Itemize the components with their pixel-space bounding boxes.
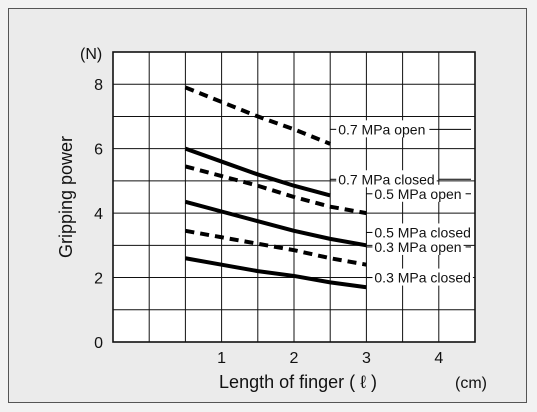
y-axis-title: Gripping power bbox=[56, 136, 76, 258]
series-label: 0.3 MPa closed bbox=[374, 270, 471, 286]
y-tick-label: 2 bbox=[94, 271, 103, 288]
x-tick-label: 2 bbox=[290, 350, 299, 367]
y-tick-labels: 0 2 4 6 8 bbox=[94, 77, 103, 352]
series-label-background bbox=[372, 268, 473, 286]
series-line-0-3-mpa-open bbox=[185, 228, 367, 267]
series-label: 0.7 MPa open bbox=[338, 121, 425, 137]
series-label-background bbox=[372, 184, 464, 202]
y-tick-label: 8 bbox=[94, 77, 103, 94]
series-line-0-5-mpa-closed bbox=[184, 199, 367, 248]
series-line-0-3-mpa-closed bbox=[185, 256, 367, 290]
y-unit-label: (N) bbox=[80, 46, 102, 63]
series-line-0-7-mpa-open bbox=[184, 85, 331, 146]
x-tick-labels: 1 2 3 4 bbox=[217, 350, 443, 367]
series-label-background bbox=[372, 237, 464, 255]
grid bbox=[113, 52, 475, 342]
series-lines bbox=[184, 85, 367, 290]
series-line-0-5-mpa-open bbox=[184, 164, 367, 216]
y-tick-label: 0 bbox=[94, 335, 103, 352]
series-label: 0.5 MPa open bbox=[374, 186, 461, 202]
label-leaders bbox=[330, 120, 473, 286]
series-label: 0.3 MPa open bbox=[374, 239, 461, 255]
y-tick-label: 4 bbox=[94, 206, 103, 223]
series-label-background bbox=[336, 120, 428, 138]
x-tick-label: 3 bbox=[362, 350, 371, 367]
series-label: 0.5 MPa closed bbox=[374, 224, 471, 240]
x-unit-label: (cm) bbox=[455, 375, 487, 392]
series-label-background bbox=[372, 223, 473, 241]
series-line-0-7-mpa-closed bbox=[184, 146, 331, 198]
series-label: 0.7 MPa closed bbox=[338, 171, 435, 187]
series-label-background bbox=[336, 170, 437, 188]
x-tick-label: 4 bbox=[434, 350, 443, 367]
plot-border bbox=[112, 51, 476, 343]
y-tick-label: 6 bbox=[94, 142, 103, 159]
x-axis-title: Length of finger ( ℓ ) bbox=[219, 372, 377, 392]
x-tick-label: 1 bbox=[217, 350, 226, 367]
